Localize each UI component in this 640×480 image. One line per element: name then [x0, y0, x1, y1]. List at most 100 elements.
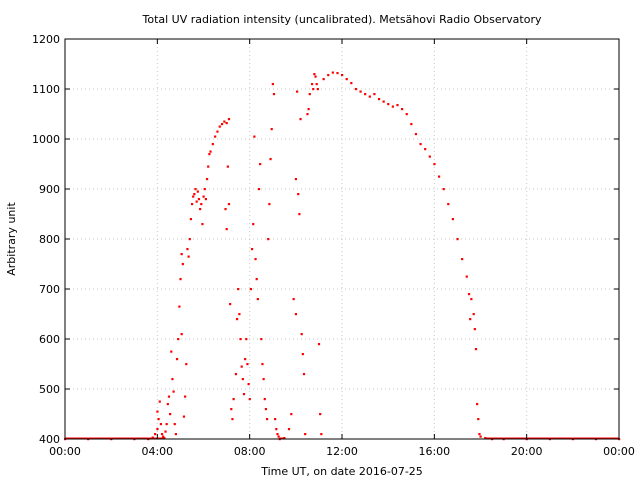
- data-point: [158, 400, 161, 403]
- data-point: [159, 423, 162, 426]
- data-point: [190, 203, 194, 206]
- data-point: [196, 190, 199, 193]
- y-tick-label: 700: [39, 283, 60, 296]
- x-tick-label: 12:00: [326, 445, 358, 458]
- data-point: [304, 433, 307, 436]
- data-point: [178, 305, 181, 308]
- data-point: [220, 123, 224, 126]
- data-point: [424, 148, 427, 151]
- data-point: [171, 378, 174, 381]
- data-point: [302, 373, 306, 376]
- data-point: [465, 275, 468, 278]
- data-point: [277, 435, 280, 438]
- data-point: [194, 188, 197, 191]
- data-point: [354, 88, 358, 91]
- data-point: [262, 378, 265, 381]
- data-point: [290, 413, 293, 416]
- data-point: [160, 433, 164, 436]
- data-point: [287, 428, 291, 431]
- data-point: [316, 88, 319, 91]
- data-point: [154, 433, 157, 436]
- data-point: [472, 313, 475, 316]
- data-point: [207, 165, 210, 168]
- data-point: [320, 433, 323, 436]
- y-tick-label: 600: [39, 333, 60, 346]
- data-point: [211, 143, 214, 146]
- data-point: [218, 125, 221, 128]
- data-point: [428, 155, 431, 158]
- x-tick-label: 08:00: [234, 445, 266, 458]
- data-point: [451, 218, 454, 221]
- data-point: [270, 128, 273, 131]
- data-point: [364, 93, 367, 96]
- data-point: [216, 130, 219, 133]
- data-point: [274, 418, 277, 421]
- data-point: [238, 313, 241, 316]
- data-point: [177, 338, 180, 341]
- data-point: [267, 238, 270, 241]
- data-point: [250, 248, 254, 251]
- data-point: [336, 72, 339, 75]
- data-point: [469, 318, 472, 321]
- x-tick-label: 16:00: [418, 445, 450, 458]
- data-point: [253, 135, 256, 138]
- data-point: [174, 433, 177, 436]
- data-point: [294, 178, 298, 181]
- data-point: [165, 423, 168, 426]
- data-point: [239, 338, 242, 341]
- data-point: [345, 78, 348, 81]
- y-tick-label: 1200: [32, 33, 60, 46]
- data-point: [377, 98, 381, 101]
- data-point: [317, 343, 321, 346]
- data-point: [260, 338, 263, 341]
- data-point: [405, 113, 408, 116]
- x-tick-label: 00:00: [49, 445, 81, 458]
- y-tick-label: 800: [39, 233, 60, 246]
- data-point: [470, 298, 473, 301]
- data-point: [261, 363, 264, 366]
- data-point: [163, 437, 166, 440]
- data-point: [186, 248, 189, 251]
- data-point: [181, 263, 184, 266]
- data-point: [229, 303, 232, 306]
- data-point: [180, 333, 183, 336]
- data-point: [477, 418, 480, 421]
- y-tick-label: 1000: [32, 133, 60, 146]
- data-point: [257, 188, 261, 191]
- data-point: [225, 122, 228, 125]
- data-point: [156, 410, 159, 413]
- data-point: [234, 373, 238, 376]
- data-point: [197, 198, 201, 201]
- data-point: [313, 73, 316, 76]
- data-point: [193, 193, 196, 196]
- data-point: [162, 435, 165, 438]
- data-point: [247, 383, 250, 386]
- x-tick-label: 04:00: [141, 445, 173, 458]
- x-tick-label: 20:00: [511, 445, 543, 458]
- data-point: [166, 403, 169, 406]
- data-point: [167, 395, 171, 398]
- data-point: [200, 203, 203, 206]
- data-point: [312, 88, 315, 91]
- y-tick-label: 400: [39, 433, 60, 446]
- data-point: [180, 253, 183, 256]
- data-point: [476, 403, 479, 406]
- data-point: [246, 363, 249, 366]
- data-point: [292, 298, 295, 301]
- data-point: [245, 338, 248, 341]
- data-point: [227, 118, 231, 121]
- data-point: [230, 408, 233, 411]
- data-point: [209, 150, 212, 153]
- data-point: [299, 118, 302, 121]
- data-point: [184, 395, 187, 398]
- data-point: [179, 278, 182, 281]
- data-point: [419, 143, 422, 146]
- data-point: [447, 203, 450, 206]
- data-point: [269, 158, 272, 161]
- chart-title: Total UV radiation intensity (uncalibrat…: [142, 13, 542, 26]
- data-point: [391, 105, 394, 108]
- data-point: [259, 163, 262, 166]
- data-point: [294, 313, 298, 316]
- data-point: [322, 78, 325, 81]
